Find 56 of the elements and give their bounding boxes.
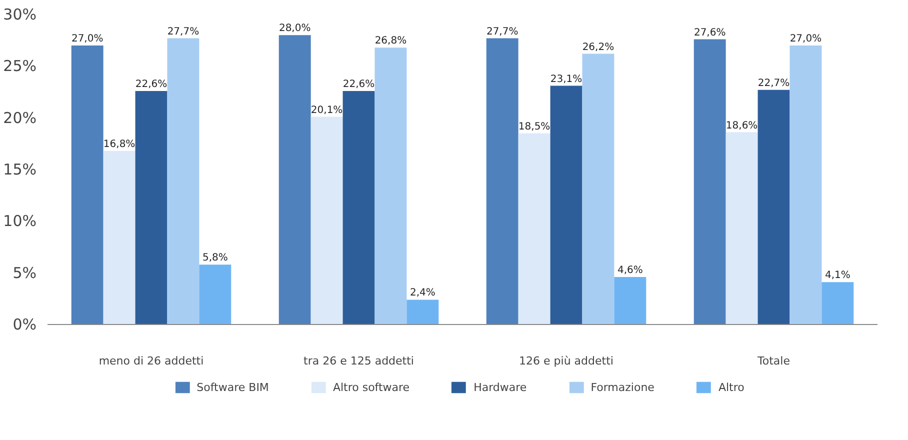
data-label: 28,0%	[278, 23, 311, 34]
bar	[342, 90, 375, 324]
bar	[199, 264, 232, 324]
data-label: 26,8%	[374, 36, 407, 47]
data-label: 16,8%	[103, 138, 136, 150]
data-label: 23,1%	[550, 74, 582, 85]
bar	[694, 39, 726, 324]
bar	[406, 300, 439, 324]
y-tick-label: 20%	[3, 108, 37, 127]
y-tick-label: 30%	[3, 6, 37, 24]
data-label: 27,0%	[790, 34, 822, 44]
y-tick-label: 10%	[3, 212, 37, 230]
bar	[726, 132, 758, 324]
bar	[758, 90, 790, 324]
bar	[278, 35, 311, 324]
data-label: 20,1%	[310, 104, 343, 116]
bar	[486, 38, 518, 324]
data-label: 22,6%	[135, 78, 168, 90]
x-tick-label: Totale	[756, 354, 790, 368]
legend-label: Altro	[718, 380, 744, 394]
data-label: 5,8%	[202, 252, 228, 264]
y-tick-label: 25%	[3, 57, 37, 76]
legend-label: Hardware	[474, 380, 527, 394]
bar	[71, 46, 104, 324]
bar	[614, 276, 646, 324]
y-tick-label: 15%	[3, 160, 37, 178]
bar	[167, 38, 200, 324]
data-label: 27,0%	[71, 34, 104, 44]
legend-label: Altro software	[332, 380, 410, 394]
bar	[582, 54, 614, 324]
data-label: 4,1%	[824, 270, 850, 282]
legend-label: Software BIM	[196, 380, 269, 394]
bar	[135, 90, 168, 324]
data-label: 22,7%	[758, 78, 790, 89]
bar	[822, 282, 854, 324]
data-label: 26,2%	[582, 42, 614, 53]
bar	[550, 86, 582, 324]
data-label: 27,7%	[486, 26, 518, 38]
bar	[790, 46, 822, 324]
data-label: 22,6%	[342, 78, 375, 90]
bar	[374, 48, 407, 324]
data-label: 27,7%	[167, 26, 200, 38]
legend-label: Formazione	[590, 380, 654, 394]
data-label: 27,6%	[694, 27, 726, 38]
bar	[518, 133, 550, 324]
x-tick-label: meno di 26 addetti	[98, 354, 204, 368]
y-tick-label: 0%	[12, 316, 36, 334]
bar	[310, 116, 343, 324]
data-label: 18,6%	[726, 120, 758, 132]
y-tick-label: 5%	[12, 264, 36, 282]
data-label: 2,4%	[410, 288, 436, 299]
bar	[103, 150, 136, 324]
data-label: 18,5%	[518, 121, 550, 132]
x-tick-label: 126 e più addetti	[519, 354, 614, 368]
data-label: 4,6%	[617, 264, 643, 276]
x-tick-label: tra 26 e 125 addetti	[304, 354, 414, 368]
